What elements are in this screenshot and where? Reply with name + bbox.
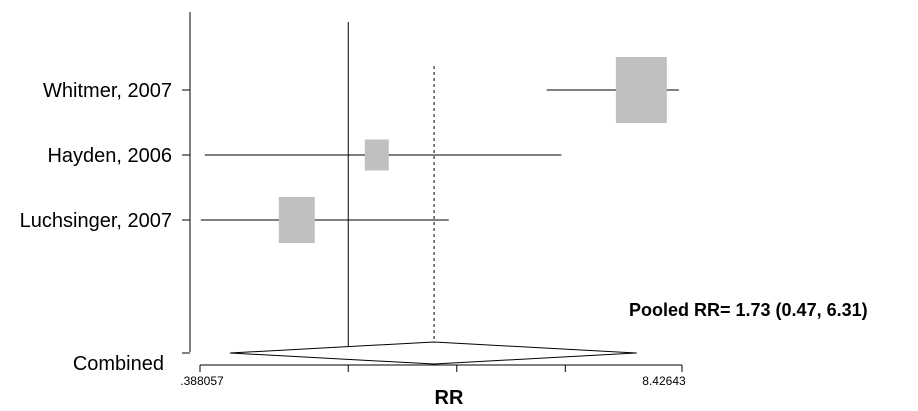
study-marks bbox=[200, 57, 679, 365]
x-tick-label-min: .388057 bbox=[180, 374, 224, 388]
study-label: Whitmer, 2007 bbox=[43, 80, 172, 102]
pooled-rr-annotation: Pooled RR= 1.73 (0.47, 6.31) bbox=[629, 300, 868, 320]
combined-diamond bbox=[229, 341, 637, 365]
study-box bbox=[278, 197, 315, 243]
study-box bbox=[615, 57, 667, 123]
axes bbox=[182, 12, 683, 372]
reference-lines bbox=[347, 22, 435, 365]
study-labels: Whitmer, 2007 Hayden, 2006 Luchsinger, 200… bbox=[20, 80, 172, 375]
x-axis-title: RR bbox=[435, 387, 464, 409]
x-tick-label-max: 8.42643 bbox=[642, 374, 686, 388]
study-label: Hayden, 2006 bbox=[47, 145, 172, 167]
study-label: Luchsinger, 2007 bbox=[20, 210, 172, 232]
combined-label: Combined bbox=[73, 353, 164, 375]
study-box bbox=[364, 139, 389, 171]
